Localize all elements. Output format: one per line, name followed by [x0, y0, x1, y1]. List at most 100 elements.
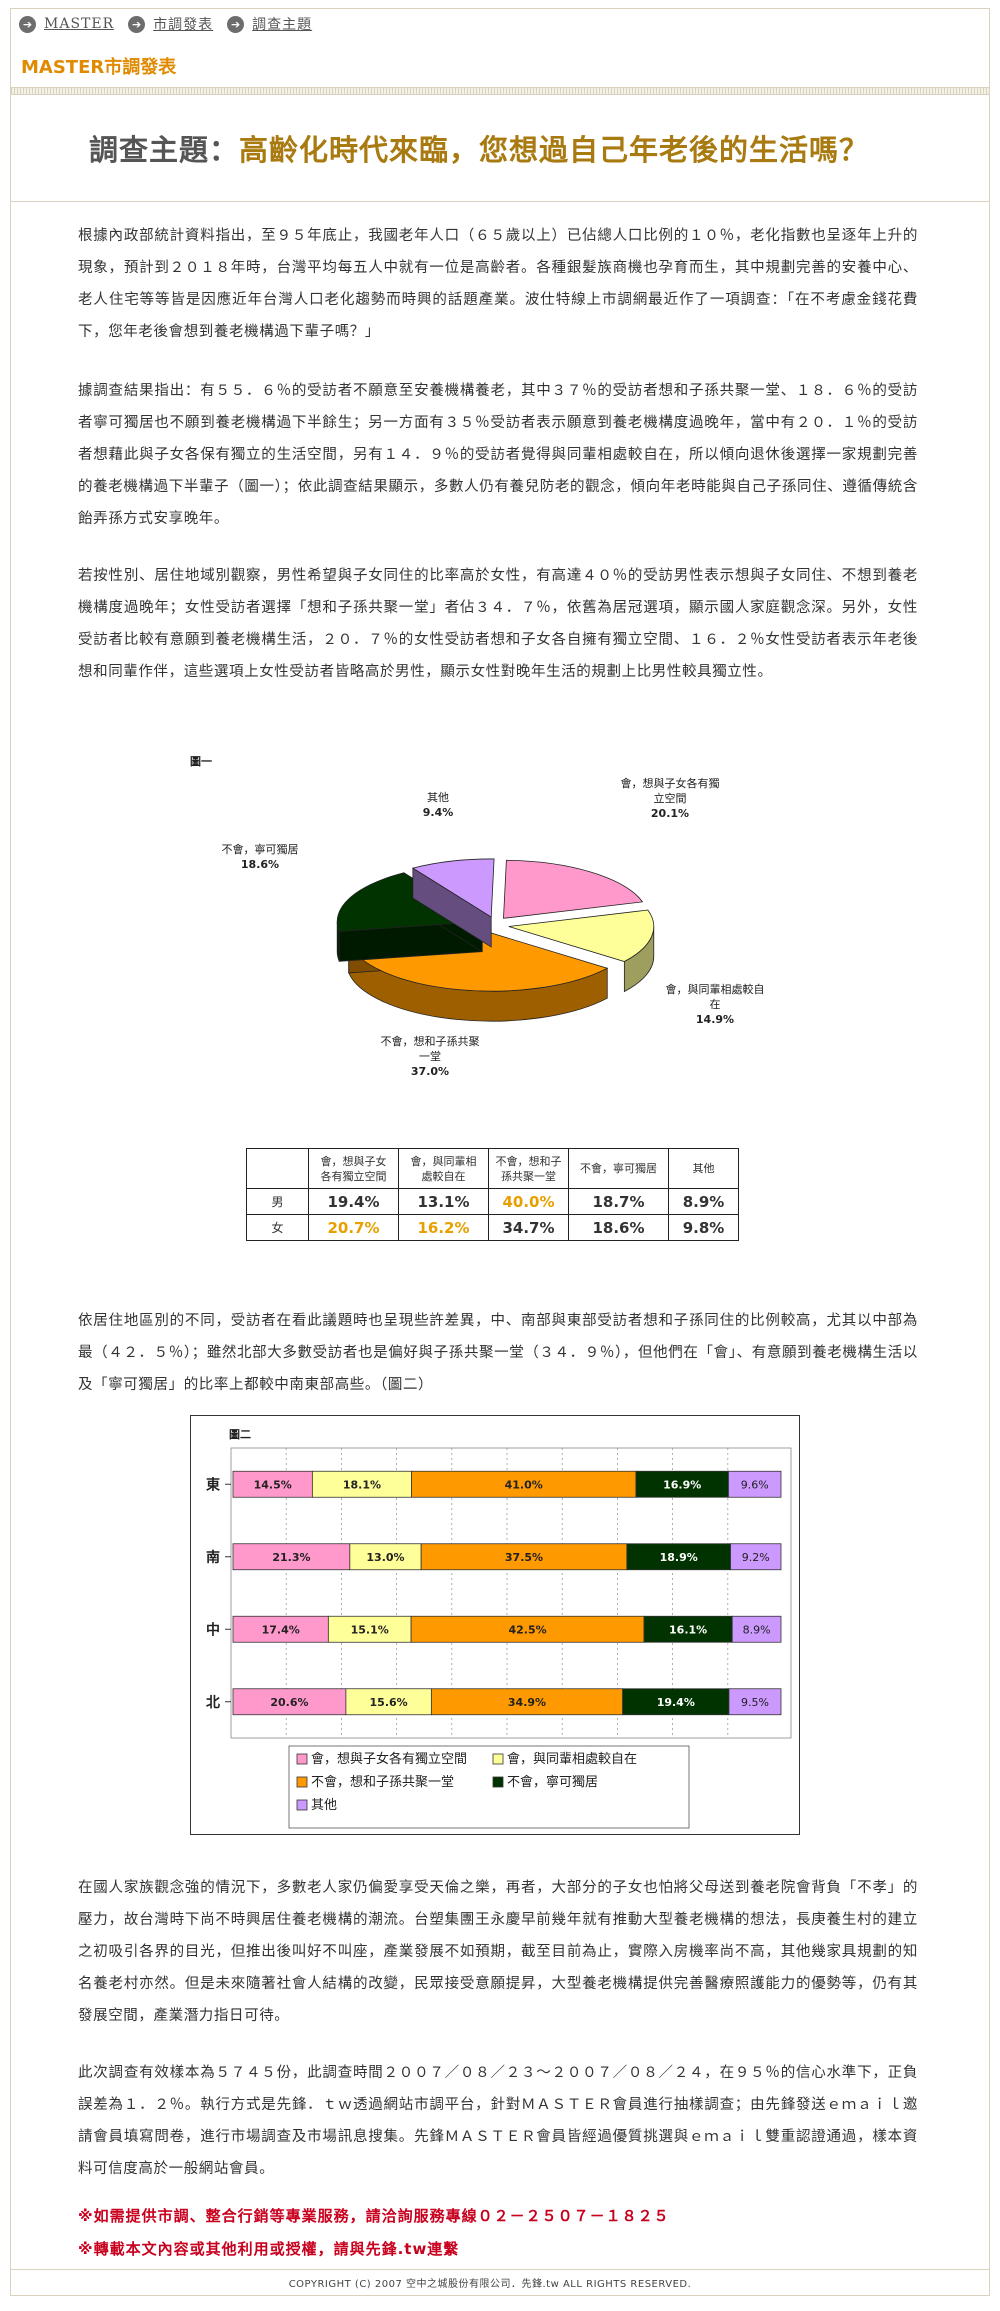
legend-item: 其他: [296, 1798, 337, 1813]
bar-segment: [327, 1615, 412, 1643]
article-paragraph: 若按性別、居住地域別觀察，男性希望與子女同住的比率高於女性，有高達４０％的受訪男…: [78, 568, 918, 680]
breadcrumb: ➔ MASTER ➔ 市調發表 ➔ 調查主題: [11, 9, 989, 39]
legend-item: 會，想與子女各有獨立空間: [296, 1751, 467, 1767]
table-row-label: 男: [246, 1188, 309, 1215]
reprint-note: ※轉載本文內容或其他利用或授權，請與先鋒.tw連繫: [78, 2240, 460, 2258]
category-label: 南: [206, 1549, 220, 1566]
service-hotline-note: ※如需提供市調、整合行銷等專業服務，請洽詢服務專線０２－２５０７－１８２５: [78, 2207, 670, 2225]
bar-segment: [728, 1688, 782, 1716]
breadcrumb-item-master[interactable]: ➔ MASTER: [19, 15, 115, 33]
table-cell: 13.1%: [398, 1188, 489, 1215]
breadcrumb-item-survey-release[interactable]: ➔ 市調發表: [128, 14, 213, 34]
title-divider: [11, 201, 989, 202]
bar-value-label: 21.3%: [272, 1551, 310, 1564]
section-divider: [11, 87, 989, 95]
bar-value-label: 18.9%: [660, 1551, 698, 1564]
footer-divider: [10, 2269, 990, 2270]
pie-slice-label: 會，與同輩相處較自在 14.9%: [666, 982, 765, 1026]
pie-slice-label: 不會，想和子孫共聚一堂 37.0%: [381, 1034, 480, 1078]
pie-slice-label: 不會，寧可獨居 18.6%: [222, 842, 299, 871]
table-cell: 16.2%: [398, 1214, 489, 1241]
svg-text:一堂: 一堂: [419, 1050, 441, 1063]
legend-swatch: [492, 1776, 504, 1788]
arrow-right-icon: ➔: [19, 15, 36, 33]
article-paragraph: 根據內政部統計資料指出，至９５年底止，我國老年人口（６５歲以上）已佔總人口比例的…: [78, 228, 918, 340]
bar-segment: [311, 1470, 412, 1498]
legend-label: 會，想與子女各有獨立空間: [311, 1751, 467, 1767]
bar-segment: [731, 1615, 782, 1643]
legend-swatch: [296, 1799, 308, 1811]
svg-text:在: 在: [710, 998, 721, 1011]
bar-value-label: 18.1%: [343, 1478, 381, 1491]
category-label: 北: [206, 1695, 220, 1711]
bar-value-label: 34.9%: [508, 1696, 546, 1709]
bar-value-label: 17.4%: [262, 1623, 300, 1636]
svg-text:會，想與子女各有獨: 會，想與子女各有獨: [621, 776, 720, 790]
pie-value-label: 14.9%: [696, 1013, 734, 1026]
bar-segment: [622, 1688, 730, 1716]
pie-value-label: 37.0%: [411, 1065, 449, 1078]
bar-value-label: 41.0%: [505, 1478, 543, 1491]
svg-text:立空間: 立空間: [654, 791, 687, 805]
pie-value-label: 18.6%: [241, 858, 279, 871]
table-column-header: 會，想與子女 各有獨立空間: [308, 1148, 399, 1189]
bar-value-label: 16.9%: [663, 1478, 701, 1491]
arrow-right-icon: ➔: [227, 15, 245, 33]
bar-value-label: 9.2%: [742, 1551, 770, 1564]
bar-segment: [411, 1470, 637, 1498]
table-cell: 19.4%: [308, 1188, 399, 1215]
arrow-right-icon: ➔: [128, 15, 146, 33]
table-cell: 40.0%: [488, 1188, 569, 1215]
article-paragraph: 據調查結果指出：有５５．６％的受訪者不願意至安養機構養老，其中３７％的受訪者想和…: [78, 383, 918, 527]
gender-table: 會，想與子女 各有獨立空間 會，與同輩相 處較自在 不會，想和子 孫共聚一堂 不會，寧可獨居…: [246, 1148, 739, 1241]
pie-slice: [411, 858, 495, 948]
bar-value-label: 8.9%: [743, 1623, 771, 1636]
legend-swatch: [296, 1776, 308, 1788]
legend-label: 不會，寧可獨居: [507, 1774, 598, 1790]
table-column-header: 其他: [668, 1148, 739, 1189]
bar-value-label: 13.0%: [366, 1551, 404, 1564]
breadcrumb-link[interactable]: 調查主題: [252, 17, 313, 33]
table-row: 男 19.4% 13.1% 40.0% 18.7% 8.9%: [246, 1188, 739, 1215]
bar-segment: [232, 1615, 329, 1643]
legend-swatch: [296, 1753, 308, 1765]
bar-segment: [232, 1470, 313, 1498]
svg-text:不會，想和子孫共聚: 不會，想和子孫共聚: [381, 1034, 480, 1048]
legend-label: 不會，想和子孫共聚一堂: [311, 1774, 454, 1790]
category-label: 東: [206, 1476, 220, 1493]
pie-slice-label: 其他 9.4%: [423, 791, 454, 819]
section-title: MASTER市調發表: [21, 57, 177, 78]
bar-value-label: 16.1%: [669, 1623, 707, 1636]
bar-value-label: 19.4%: [657, 1696, 695, 1709]
bar-value-label: 14.5%: [254, 1478, 292, 1491]
stacked-bar-chart-figure-2: 圖二東 14.5% 18.1% 41.0% 16.9% 9.6% 南 21.3% 13.0% 37…: [190, 1415, 800, 1835]
pie-slice-label: 會，想與子女各有獨立空間 20.1%: [621, 776, 720, 820]
page-title-label: 調查主題：: [89, 133, 240, 167]
bar-segment: [345, 1688, 432, 1716]
bar-value-label: 9.5%: [741, 1696, 769, 1709]
table-header-row: 會，想與子女 各有獨立空間 會，與同輩相 處較自在 不會，想和子 孫共聚一堂 不會，寧可獨居…: [246, 1148, 739, 1189]
article-paragraph: 此次調查有效樣本為５７４５份，此調查時間２００７／０８／２３～２００７／０８／２…: [78, 2065, 918, 2177]
breadcrumb-item-survey-topic[interactable]: ➔ 調查主題: [227, 14, 312, 34]
breadcrumb-link[interactable]: MASTER: [44, 16, 115, 32]
table-row: 女 20.7% 16.2% 34.7% 18.6% 9.8%: [246, 1214, 739, 1241]
legend-label: 其他: [311, 1798, 337, 1813]
breadcrumb-link[interactable]: 市調發表: [153, 17, 214, 33]
chart-title: 圖二: [229, 1428, 251, 1441]
bar-value-label: 37.5%: [505, 1551, 543, 1564]
pie-value-label: 20.1%: [651, 807, 689, 820]
page-title: 調查主題：高齡化時代來臨，您想過自己年老後的生活嗎？: [89, 127, 869, 169]
table-column-header: 不會，想和子 孫共聚一堂: [488, 1148, 569, 1189]
pie-chart-figure-1: 圖一會，想與子女各有獨立空間 20.1% 會，與同輩相處較自在 14.9% 不會，想和子…: [190, 755, 765, 1078]
chart-title: 圖一: [190, 755, 212, 768]
table-cell: 8.9%: [668, 1188, 739, 1215]
bar-value-label: 9.6%: [741, 1478, 769, 1491]
bar-segment: [232, 1688, 347, 1716]
table-column-header: 不會，寧可獨居: [568, 1148, 669, 1189]
legend-item: 不會，想和子孫共聚一堂: [296, 1774, 454, 1790]
pie-value-label: 9.4%: [423, 806, 454, 819]
svg-text:會，與同輩相處較自: 會，與同輩相處較自: [666, 982, 765, 996]
bar-segment: [730, 1543, 782, 1571]
bar-segment: [349, 1543, 422, 1571]
